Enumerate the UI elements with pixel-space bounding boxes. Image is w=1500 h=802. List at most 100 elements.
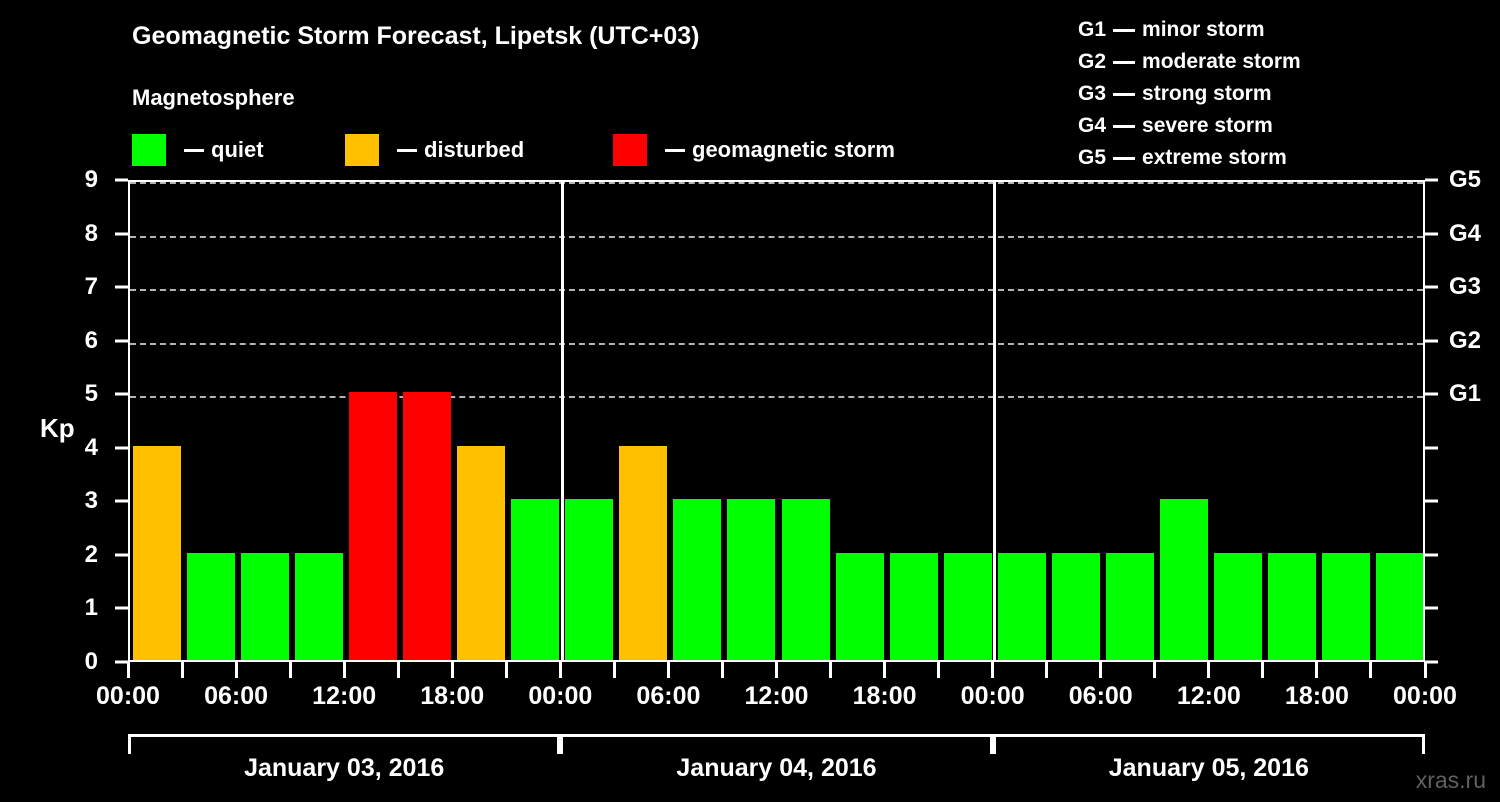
g-scale-description: severe storm bbox=[1142, 114, 1273, 137]
legend-dash-icon bbox=[184, 148, 204, 152]
time-tick-label: 12:00 bbox=[312, 682, 377, 710]
time-tick-mark bbox=[1207, 662, 1211, 678]
g-scale-code: G5 bbox=[1078, 146, 1107, 169]
time-tick-mark bbox=[1045, 662, 1049, 678]
gridline-kp-7 bbox=[130, 289, 1423, 292]
gridline-kp-9 bbox=[130, 182, 1423, 184]
watermark: xras.ru bbox=[1415, 767, 1486, 793]
kp-tick-label: 4 bbox=[84, 433, 98, 461]
time-tick-mark bbox=[666, 662, 670, 678]
kp-tick-mark bbox=[115, 660, 128, 664]
time-axis: 00:00 06:00 12:00 18:00 00:00 06:00 12:00 18:00… bbox=[0, 662, 1500, 802]
g-scale-tick-label: G3 bbox=[1449, 273, 1482, 301]
time-tick-mark bbox=[342, 662, 346, 678]
legend-swatch-quiet bbox=[132, 134, 166, 166]
g-scale-dash-icon bbox=[1113, 92, 1136, 96]
bar bbox=[835, 552, 884, 660]
bar bbox=[673, 499, 722, 660]
time-tick-mark bbox=[1099, 662, 1103, 678]
g-scale-code: G1 bbox=[1078, 18, 1107, 41]
g-scale-minor-tick bbox=[1425, 499, 1438, 503]
g-scale-tick-mark bbox=[1425, 232, 1438, 236]
bar bbox=[133, 445, 182, 660]
kp-tick-label: 3 bbox=[84, 487, 98, 515]
plot-inner bbox=[130, 182, 1423, 660]
g-scale-tick-mark bbox=[1425, 178, 1438, 182]
g-scale-minor-tick bbox=[1425, 553, 1438, 557]
kp-tick-label: 8 bbox=[84, 219, 98, 247]
date-label: January 04, 2016 bbox=[676, 754, 877, 782]
time-tick-mark bbox=[180, 662, 184, 678]
time-tick-label: 18:00 bbox=[852, 682, 917, 710]
g-scale-tick-mark bbox=[1425, 339, 1438, 343]
time-tick-mark bbox=[234, 662, 238, 678]
g-scale-dash-icon bbox=[1113, 28, 1136, 32]
g-scale-row-g5: G5 extreme storm bbox=[1078, 142, 1408, 174]
day-separator bbox=[993, 182, 997, 660]
plot-area bbox=[128, 180, 1425, 662]
time-tick-label: 12:00 bbox=[744, 682, 809, 710]
bar bbox=[1267, 552, 1316, 660]
legend-dash-icon bbox=[397, 148, 417, 152]
kp-tick-mark bbox=[115, 178, 128, 182]
gridline-kp-8 bbox=[130, 235, 1423, 238]
time-tick-mark bbox=[720, 662, 724, 678]
kp-tick-label: 1 bbox=[84, 594, 98, 622]
kp-tick-mark bbox=[115, 339, 128, 343]
date-label: January 03, 2016 bbox=[244, 754, 445, 782]
date-bracket bbox=[128, 734, 561, 754]
kp-tick-label: 5 bbox=[84, 380, 98, 408]
time-tick-label: 00:00 bbox=[960, 682, 1025, 710]
date-bracket bbox=[560, 734, 993, 754]
legend-entry-disturbed: disturbed bbox=[345, 133, 524, 167]
g-scale-description: extreme storm bbox=[1142, 146, 1287, 169]
magnetosphere-label: Magnetosphere bbox=[132, 85, 295, 110]
time-tick-mark bbox=[775, 662, 778, 678]
g-scale-legend: G1 minor storm G2 moderate storm G3 strong st… bbox=[1078, 14, 1408, 174]
g-scale-description: moderate storm bbox=[1142, 50, 1301, 73]
bar bbox=[997, 552, 1046, 660]
kp-tick-mark bbox=[115, 285, 128, 289]
bar bbox=[511, 499, 560, 660]
g-scale-row-g2: G2 moderate storm bbox=[1078, 46, 1408, 78]
kp-tick-label: 0 bbox=[84, 648, 98, 675]
bar bbox=[295, 552, 344, 660]
time-tick-label: 18:00 bbox=[420, 682, 485, 710]
time-tick-mark bbox=[450, 662, 454, 678]
page-title: Geomagnetic Storm Forecast, Lipetsk (UTC… bbox=[132, 22, 700, 50]
g-scale-code: G2 bbox=[1078, 50, 1107, 73]
kp-tick-mark bbox=[115, 392, 128, 396]
g-scale-description: minor storm bbox=[1142, 18, 1265, 41]
g-scale-tick-mark bbox=[1425, 392, 1438, 396]
g-scale-row-g1: G1 minor storm bbox=[1078, 14, 1408, 46]
kp-tick-mark bbox=[115, 446, 128, 450]
time-tick-mark bbox=[1369, 662, 1373, 678]
bar bbox=[727, 499, 776, 660]
g-scale-code: G4 bbox=[1078, 114, 1107, 137]
bar bbox=[619, 445, 668, 660]
g-scale-tick-label: G4 bbox=[1449, 219, 1482, 247]
legend-swatch-disturbed bbox=[345, 134, 379, 166]
bar bbox=[1105, 552, 1154, 660]
kp-tick-mark bbox=[115, 553, 128, 557]
time-tick-label: 12:00 bbox=[1176, 682, 1241, 710]
time-tick-label: 06:00 bbox=[636, 682, 701, 710]
g-scale-tick-label: G2 bbox=[1449, 326, 1482, 354]
kp-axis: 0 1 2 3 4 5 6 7 8 9 bbox=[0, 168, 128, 674]
bar bbox=[1159, 499, 1208, 660]
kp-tick-label: 2 bbox=[84, 540, 98, 568]
time-tick-mark bbox=[288, 662, 292, 678]
time-tick-mark bbox=[396, 662, 400, 678]
time-tick-mark bbox=[1261, 662, 1265, 678]
g-scale-tick-mark bbox=[1425, 285, 1438, 289]
date-label: January 05, 2016 bbox=[1108, 754, 1309, 782]
g-scale-tick-label: G1 bbox=[1449, 380, 1482, 408]
g-scale-dash-icon bbox=[1113, 60, 1136, 64]
kp-tick-mark bbox=[115, 499, 128, 503]
time-tick-label: 00:00 bbox=[1393, 682, 1457, 710]
kp-tick-label: 7 bbox=[84, 273, 98, 301]
gridline-kp-5 bbox=[130, 396, 1423, 399]
time-tick-mark bbox=[883, 662, 887, 678]
kp-tick-label: 9 bbox=[84, 166, 98, 193]
legend-entry-geomagnetic-storm: geomagnetic storm bbox=[613, 133, 895, 167]
